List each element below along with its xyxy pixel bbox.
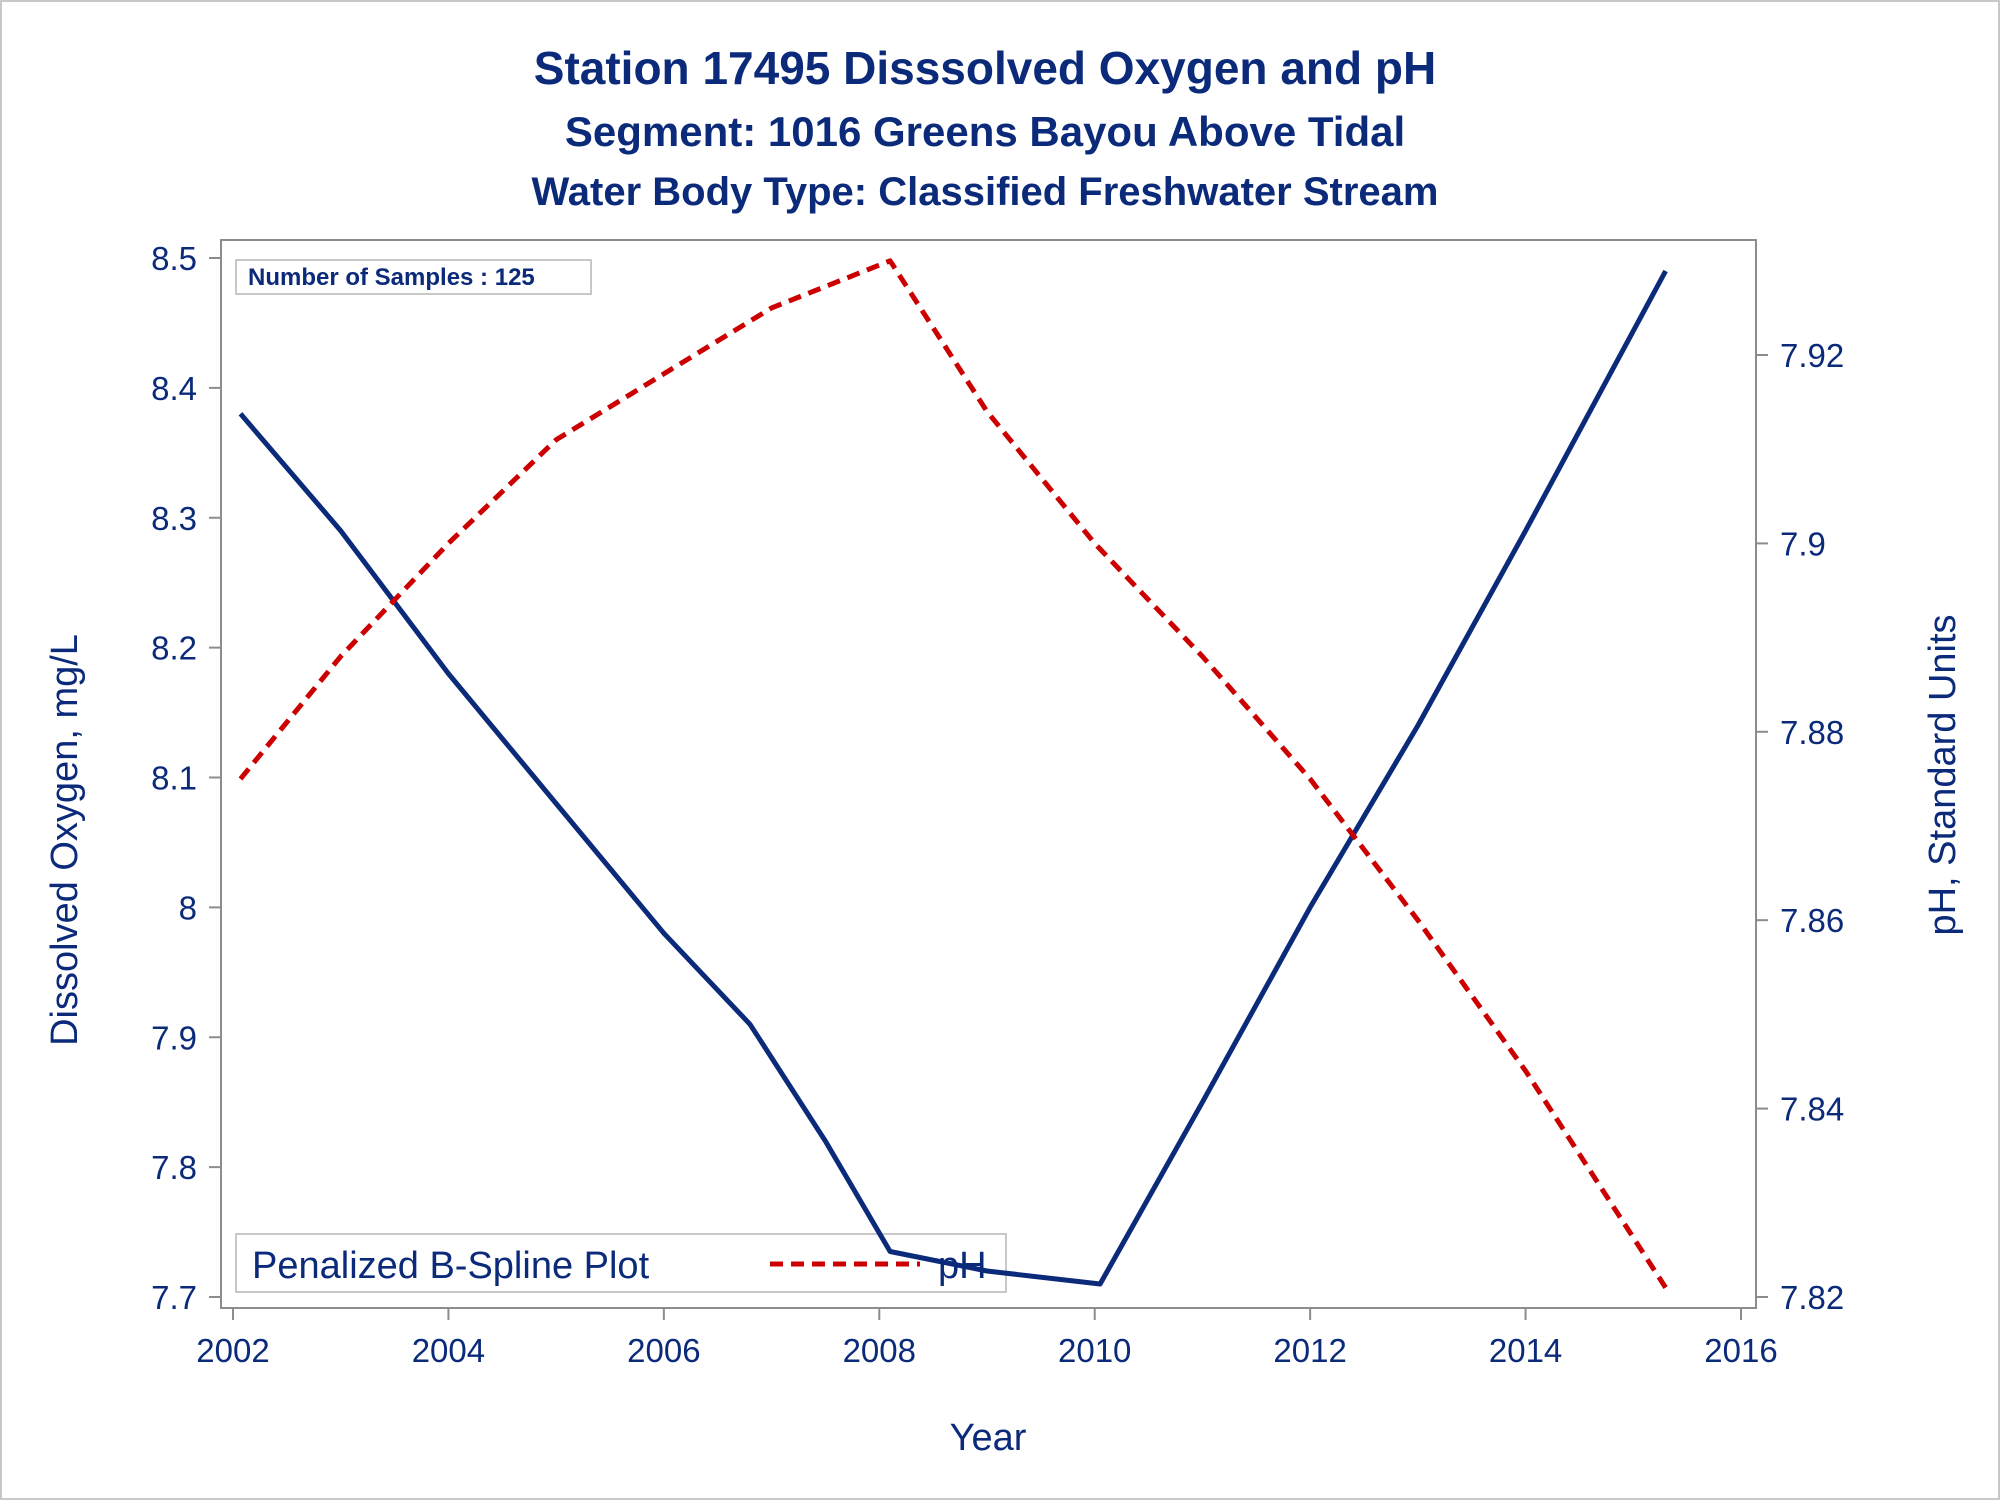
y-tick-label: 8.1 <box>151 760 197 797</box>
x-tick-label: 2002 <box>196 1332 269 1369</box>
ph-series-line <box>238 258 1668 1289</box>
chart-title: Station 17495 Disssolved Oxygen and pH <box>534 42 1436 94</box>
y-tick-label: 8.3 <box>151 500 197 537</box>
y-axis-label: Dissolved Oxygen, mg/L <box>44 634 86 1046</box>
chart-subtitle: Segment: 1016 Greens Bayou Above Tidal <box>565 108 1405 155</box>
x-tick-label: 2016 <box>1704 1332 1777 1369</box>
x-tick-label: 2014 <box>1489 1332 1562 1369</box>
y-tick-label: 8.5 <box>151 240 197 277</box>
x-tick-label: 2008 <box>843 1332 916 1369</box>
y2-tick-label: 7.88 <box>1780 714 1844 751</box>
chart-subtitle-2: Water Body Type: Classified Freshwater S… <box>532 170 1439 214</box>
y-tick-label: 8.4 <box>151 370 197 407</box>
y-tick-label: 7.7 <box>151 1279 197 1316</box>
y2-tick-label: 7.86 <box>1780 902 1844 939</box>
x-tick-label: 2006 <box>627 1332 700 1369</box>
y2-tick-label: 7.92 <box>1780 337 1844 374</box>
y2-axis-label: pH, Standard Units <box>1922 614 1964 935</box>
legend-box <box>235 1233 1007 1293</box>
legend-title: Penalized B-Spline Plot <box>252 1245 650 1287</box>
samples-box <box>235 259 592 295</box>
y2-tick-label: 7.84 <box>1780 1091 1844 1128</box>
x-tick-label: 2012 <box>1273 1332 1346 1369</box>
x-tick-label: 2010 <box>1058 1332 1131 1369</box>
y-tick-label: 7.8 <box>151 1149 197 1186</box>
plot-area <box>220 239 1757 1309</box>
y-tick-label: 8 <box>179 889 197 926</box>
x-axis-label: Year <box>950 1417 1027 1459</box>
y-tick-label: 7.9 <box>151 1019 197 1056</box>
y-tick-label: 8.2 <box>151 630 197 667</box>
y2-tick-label: 7.9 <box>1780 525 1826 562</box>
samples-label: Number of Samples : 125 <box>248 264 535 291</box>
y2-tick-label: 7.82 <box>1780 1279 1844 1316</box>
dissolved-oxygen-series-line <box>238 269 1668 1287</box>
x-tick-label: 2004 <box>412 1332 485 1369</box>
legend-ph-label: pH <box>938 1245 987 1287</box>
